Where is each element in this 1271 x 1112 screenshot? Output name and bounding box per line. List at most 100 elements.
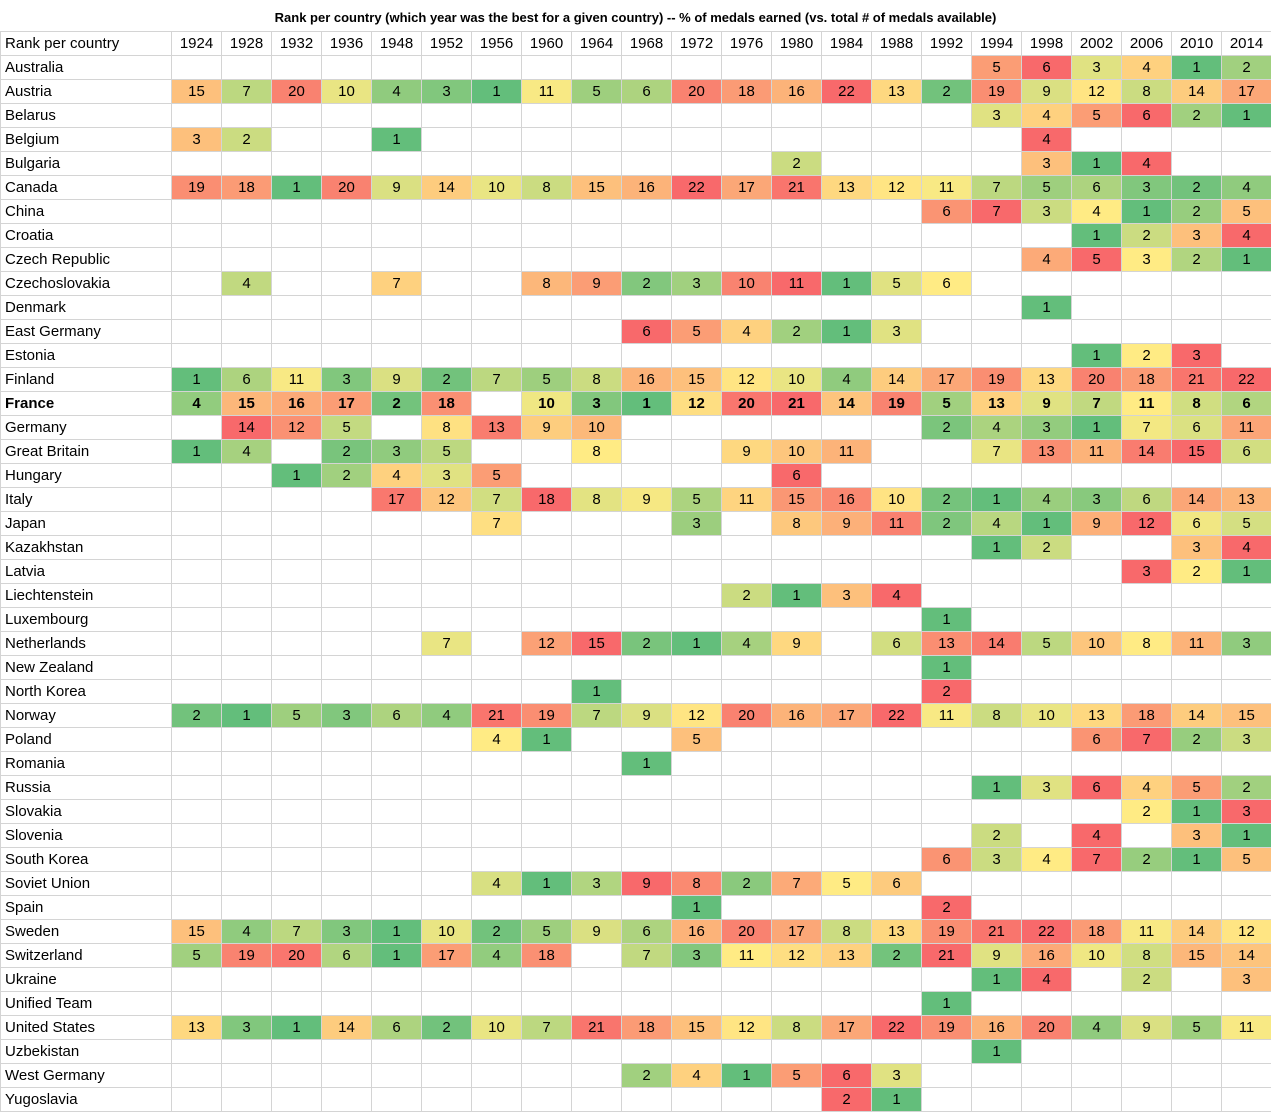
rank-cell: 2 [1172, 104, 1222, 128]
rank-cell: 1 [1222, 104, 1271, 128]
rank-cell [1072, 1088, 1122, 1112]
rank-cell: 21 [772, 392, 822, 416]
rank-cell [272, 248, 322, 272]
rank-cell [1072, 680, 1122, 704]
rank-cell [1122, 1088, 1172, 1112]
rank-cell: 5 [1222, 848, 1271, 872]
country-label: Switzerland [1, 944, 172, 968]
rank-cell: 2 [322, 440, 372, 464]
rank-cell: 12 [522, 632, 572, 656]
rank-cell: 7 [372, 272, 422, 296]
rank-cell [622, 104, 672, 128]
rank-cell [222, 464, 272, 488]
rank-cell [272, 320, 322, 344]
rank-cell: 2 [322, 464, 372, 488]
rank-cell [1022, 224, 1072, 248]
rank-cell [722, 224, 772, 248]
rank-cell [322, 272, 372, 296]
rank-cell [472, 272, 522, 296]
rank-cell [772, 968, 822, 992]
rank-cell [1022, 1088, 1072, 1112]
rank-cell [1122, 1064, 1172, 1088]
rank-cell [722, 248, 772, 272]
rank-cell [922, 968, 972, 992]
rank-cell: 17 [422, 944, 472, 968]
rank-cell [522, 992, 572, 1016]
rank-cell [1072, 560, 1122, 584]
rank-cell [322, 1088, 372, 1112]
rank-cell: 1 [1072, 344, 1122, 368]
rank-cell: 1 [622, 752, 672, 776]
rank-cell [672, 296, 722, 320]
rank-cell: 5 [422, 440, 472, 464]
rank-cell: 15 [672, 1016, 722, 1040]
rank-cell [772, 56, 822, 80]
rank-cell: 20 [272, 80, 322, 104]
rank-cell [872, 56, 922, 80]
rank-cell [372, 584, 422, 608]
rank-cell: 15 [572, 632, 622, 656]
rank-cell [222, 296, 272, 320]
rank-cell [372, 416, 422, 440]
rank-cell: 12 [1122, 512, 1172, 536]
rank-cell [622, 848, 672, 872]
rank-cell [1122, 584, 1172, 608]
rank-cell [1072, 968, 1122, 992]
rank-cell: 14 [872, 368, 922, 392]
rank-cell [322, 200, 372, 224]
rank-cell: 14 [1172, 488, 1222, 512]
year-header-1960: 1960 [522, 32, 572, 56]
rank-cell: 6 [372, 1016, 422, 1040]
rank-cell [272, 608, 322, 632]
rank-cell: 1 [1172, 56, 1222, 80]
rank-cell [272, 344, 322, 368]
rank-cell [422, 728, 472, 752]
rank-cell [672, 536, 722, 560]
rank-cell [522, 776, 572, 800]
rank-cell: 11 [722, 944, 772, 968]
rank-cell: 3 [1022, 776, 1072, 800]
rank-cell: 2 [422, 1016, 472, 1040]
rank-cell: 10 [322, 80, 372, 104]
rank-cell: 12 [722, 368, 772, 392]
rank-cell [522, 536, 572, 560]
rank-cell [222, 344, 272, 368]
rank-cell [272, 560, 322, 584]
rank-cell [172, 320, 222, 344]
rank-cell: 1 [272, 464, 322, 488]
rank-cell [1222, 656, 1271, 680]
rank-cell: 3 [372, 440, 422, 464]
rank-cell: 6 [772, 464, 822, 488]
rank-cell [1172, 152, 1222, 176]
rank-cell: 5 [1222, 512, 1271, 536]
rank-cell [172, 992, 222, 1016]
rank-cell: 20 [722, 704, 772, 728]
rank-cell: 3 [422, 464, 472, 488]
rank-cell [622, 968, 672, 992]
rank-cell [922, 584, 972, 608]
year-header-1976: 1976 [722, 32, 772, 56]
rank-cell [472, 608, 522, 632]
rank-cell [1172, 320, 1222, 344]
rank-cell [272, 656, 322, 680]
year-header-1948: 1948 [372, 32, 422, 56]
rank-cell: 4 [872, 584, 922, 608]
rank-cell: 12 [1222, 920, 1271, 944]
rank-cell [622, 344, 672, 368]
rank-cell: 9 [972, 944, 1022, 968]
rank-cell [822, 968, 872, 992]
rank-cell [422, 992, 472, 1016]
rank-cell [672, 416, 722, 440]
rank-cell [222, 800, 272, 824]
rank-cell: 5 [1072, 104, 1122, 128]
rank-cell [722, 128, 772, 152]
country-label: North Korea [1, 680, 172, 704]
rank-cell [172, 896, 222, 920]
rank-cell [272, 896, 322, 920]
